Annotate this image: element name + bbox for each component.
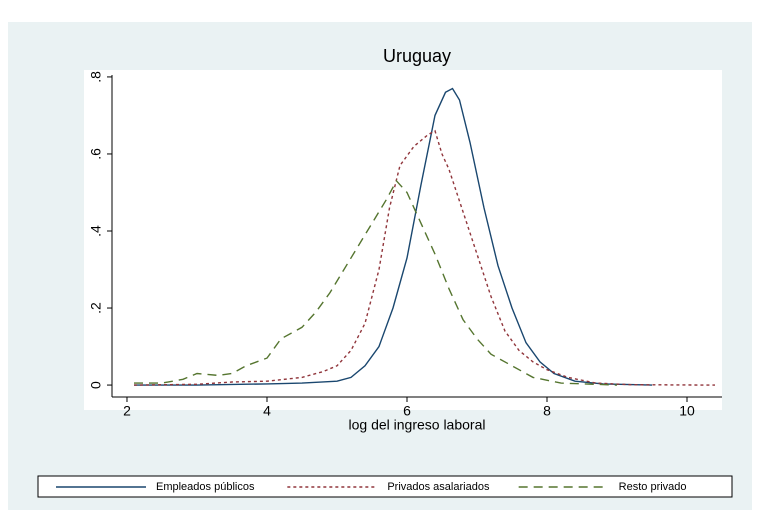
chart-title: Uruguay bbox=[383, 46, 451, 66]
legend bbox=[37, 475, 733, 498]
x-tick-label: 8 bbox=[543, 403, 551, 419]
y-tick-label: 0 bbox=[88, 381, 104, 389]
x-tick-label: 10 bbox=[679, 403, 695, 419]
y-tick-label: .6 bbox=[88, 148, 104, 160]
density-line bbox=[133, 129, 716, 386]
x-tick-label: 6 bbox=[403, 403, 411, 419]
plot-region bbox=[84, 70, 722, 410]
x-tick-label: 4 bbox=[263, 403, 271, 419]
legend-label: Empleados públicos bbox=[156, 481, 255, 493]
density-line bbox=[134, 87, 653, 386]
y-tick-label: .4 bbox=[88, 225, 104, 237]
y-tick-label: .8 bbox=[88, 71, 104, 83]
x-tick-label: 2 bbox=[123, 403, 131, 419]
density-line bbox=[134, 179, 618, 386]
x-axis-label: log del ingreso laboral bbox=[349, 417, 486, 433]
legend-label: Resto privado bbox=[619, 481, 687, 493]
legend-label: Privados asalariados bbox=[387, 481, 490, 493]
y-tick-label: .2 bbox=[88, 302, 104, 314]
